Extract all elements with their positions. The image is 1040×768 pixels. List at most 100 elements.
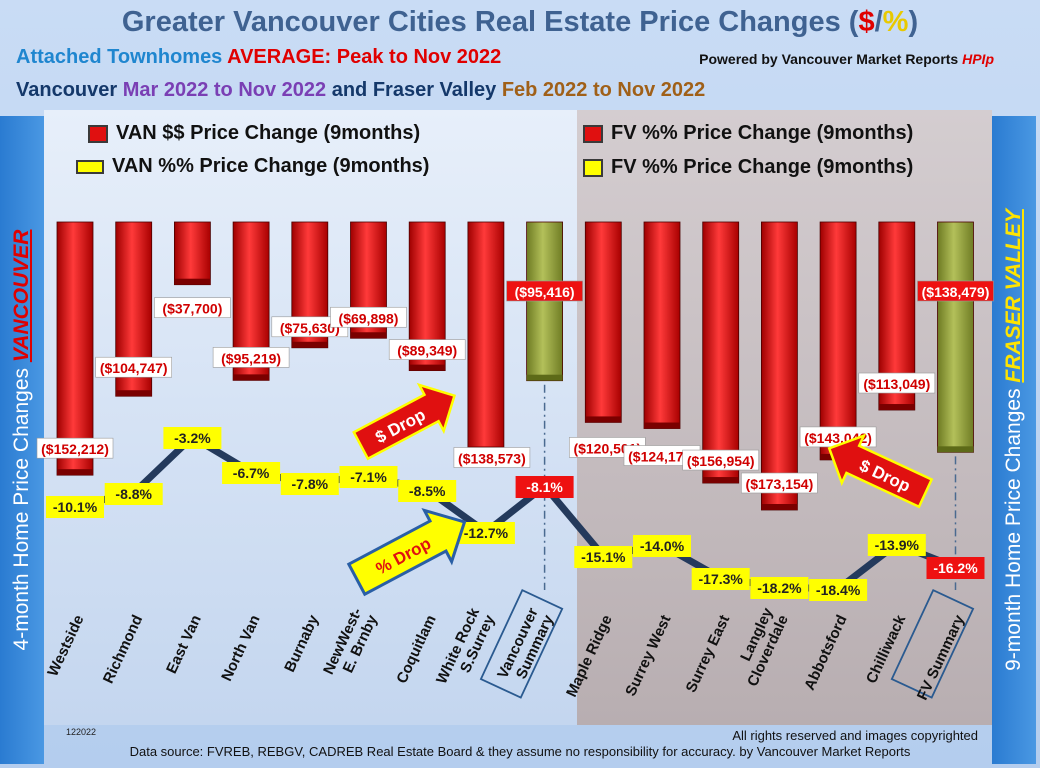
svg-text:($69,898): ($69,898) — [339, 310, 399, 326]
pct-label-5: -7.1% — [339, 466, 398, 488]
svg-text:-8.1%: -8.1% — [526, 479, 563, 495]
svg-text:($89,349): ($89,349) — [397, 343, 457, 359]
bar-base-10 — [644, 422, 680, 429]
category-label-14: Chilliwack — [863, 612, 910, 686]
svg-text:-13.9%: -13.9% — [875, 537, 920, 553]
pct-label-14: -13.9% — [867, 534, 926, 556]
svg-text:Burnaby: Burnaby — [281, 612, 322, 675]
pct-label-1: -8.8% — [104, 483, 163, 505]
dollar-label-11: ($156,954) — [682, 449, 760, 471]
svg-text:Chilliwack: Chilliwack — [863, 612, 910, 686]
annotation-dollar-drop-van: $ Drop — [352, 382, 457, 461]
legend-van-dollar: VAN $$ Price Change (9months) — [88, 122, 420, 145]
bar-base-6 — [409, 364, 446, 371]
legend-van-pct: VAN %% Price Change (9months) — [76, 155, 429, 178]
bar-base-8 — [526, 374, 563, 381]
bar-13 — [819, 221, 857, 461]
bar-9 — [584, 221, 622, 423]
bar-base-12 — [761, 504, 798, 510]
svg-text:-8.5%: -8.5% — [409, 483, 446, 499]
svg-text:Westside: Westside — [44, 612, 87, 679]
category-label-4: Burnaby — [281, 612, 322, 675]
svg-text:($37,700): ($37,700) — [162, 301, 222, 317]
pct-label-6: -8.5% — [398, 480, 457, 502]
legend-swatch-yellow — [583, 158, 603, 177]
pct-label-0: -10.1% — [46, 496, 104, 518]
dollar-label-2: ($37,700) — [154, 297, 231, 319]
svg-text:($113,049): ($113,049) — [863, 376, 930, 392]
bar-base-0 — [57, 469, 93, 476]
bar-15 — [937, 221, 974, 453]
category-label-10: Surrey West — [622, 612, 674, 698]
left-side-banner: 4-month Home Price Changes VANCOUVER — [0, 116, 44, 764]
legend-fv-pct: FV %% Price Change (9months) — [583, 156, 913, 179]
dollar-label-7: ($138,573) — [453, 447, 531, 468]
annotation-pct-drop: % Drop — [346, 508, 467, 597]
svg-text:Surrey West: Surrey West — [622, 612, 674, 698]
category-label-0: Westside — [44, 612, 87, 679]
footer-rights: All rights reserved and images copyright… — [732, 728, 978, 743]
pct-change-line — [74, 433, 957, 593]
svg-text:North Van: North Van — [218, 612, 263, 683]
subtitle-period: Vancouver Mar 2022 to Nov 2022 and Frase… — [16, 79, 706, 101]
subtitle-property-type: Attached Townhomes AVERAGE: Peak to Nov … — [16, 46, 502, 68]
svg-text:($138,573): ($138,573) — [458, 450, 526, 466]
dollar-label-14: ($113,049) — [858, 372, 936, 394]
category-label-9: Maple Ridge — [563, 612, 616, 699]
bar-base-3 — [233, 374, 270, 381]
bar-2 — [173, 221, 211, 286]
legend-fv-dollar: FV %% Price Change (9months) — [583, 122, 913, 145]
category-label-1: Richmond — [100, 612, 146, 686]
svg-text:-15.1%: -15.1% — [581, 549, 626, 565]
svg-text:-7.8%: -7.8% — [292, 476, 329, 492]
bar-10 — [643, 221, 681, 429]
svg-text:-18.2%: -18.2% — [757, 580, 802, 596]
pct-label-15: -16.2% — [926, 557, 985, 579]
svg-text:($104,747): ($104,747) — [100, 360, 168, 376]
powered-by: Powered by Vancouver Market Reports HPIp — [699, 51, 994, 67]
legend-swatch-red — [88, 124, 108, 143]
pct-label-11: -17.3% — [691, 568, 750, 590]
dollar-label-5: ($69,898) — [330, 306, 407, 328]
svg-text:-17.3%: -17.3% — [699, 571, 744, 587]
bar-base-5 — [350, 332, 387, 339]
svg-text:-12.7%: -12.7% — [464, 525, 509, 541]
svg-text:-8.8%: -8.8% — [115, 486, 152, 502]
category-label-11: Surrey East — [683, 612, 734, 695]
pct-label-4: -7.8% — [280, 473, 339, 495]
bar-base-14 — [878, 404, 915, 411]
footer-code: 122022 — [66, 727, 97, 737]
pct-label-13: -18.4% — [809, 579, 868, 601]
svg-text:-16.2%: -16.2% — [933, 560, 978, 576]
dollar-label-12: ($173,154) — [741, 472, 818, 494]
svg-text:($124,174): ($124,174) — [628, 449, 696, 465]
dollar-label-3: ($95,219) — [212, 347, 290, 368]
dollar-label-0: ($152,212) — [36, 437, 114, 459]
bar-11 — [702, 221, 740, 484]
pct-label-9: -15.1% — [574, 546, 633, 568]
svg-text:($138,479): ($138,479) — [922, 284, 990, 300]
dollar-label-1: ($104,747) — [95, 356, 172, 378]
bar-base-11 — [702, 477, 739, 484]
svg-text:Surrey East: Surrey East — [683, 612, 734, 695]
svg-text:Maple Ridge: Maple Ridge — [563, 612, 616, 699]
dollar-label-15: ($138,479) — [917, 280, 994, 302]
pct-label-2: -3.2% — [163, 427, 222, 449]
svg-text:Richmond: Richmond — [100, 612, 146, 686]
category-label-15: FV Summary — [890, 588, 975, 703]
svg-text:-3.2%: -3.2% — [174, 430, 211, 446]
svg-text:($156,954): ($156,954) — [687, 453, 755, 469]
bar-base-9 — [585, 416, 622, 423]
bar-7 — [467, 221, 505, 453]
svg-text:Abbotsford: Abbotsford — [801, 612, 851, 692]
bar-base-2 — [174, 278, 211, 285]
right-side-banner: 9-month Home Price Changes FRASER VALLEY — [992, 116, 1036, 764]
svg-text:-6.7%: -6.7% — [233, 465, 270, 481]
pct-label-7: -12.7% — [456, 522, 515, 544]
category-label-3: North Van — [218, 612, 263, 683]
